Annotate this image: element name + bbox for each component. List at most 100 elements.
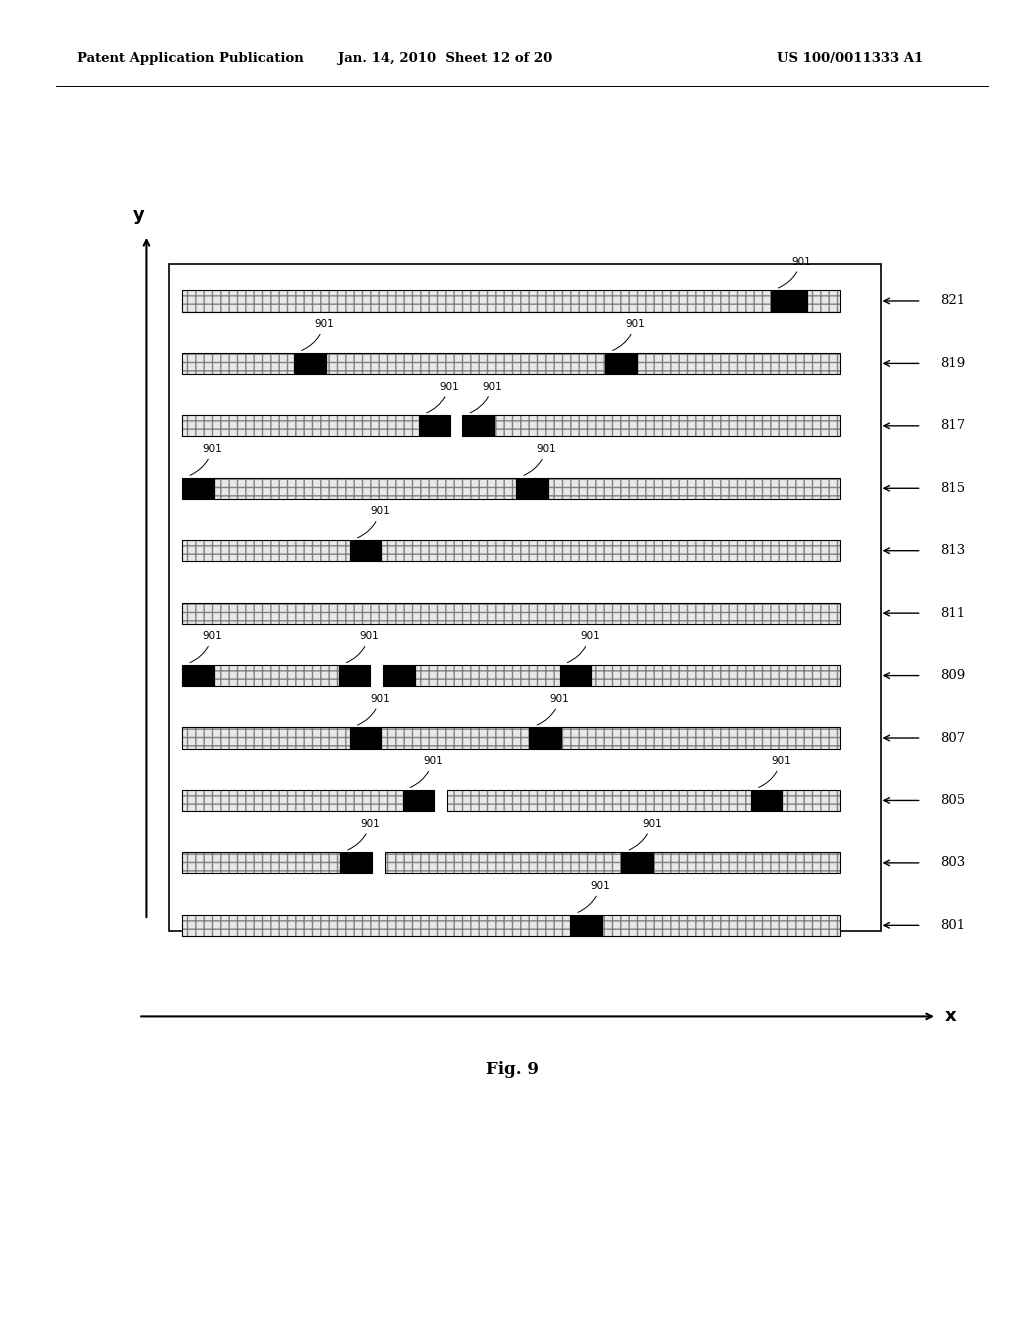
Text: 901: 901 [470,381,503,413]
Bar [182,290,771,312]
Bar [383,665,415,686]
Text: 811: 811 [940,607,966,619]
Bar [182,602,840,623]
Bar [182,727,350,748]
Text: 819: 819 [940,356,966,370]
Text: Jan. 14, 2010  Sheet 12 of 20: Jan. 14, 2010 Sheet 12 of 20 [338,51,553,65]
Bar [182,915,570,936]
Bar [182,727,350,748]
Bar [382,540,840,561]
Bar [415,665,560,686]
Text: 813: 813 [940,544,966,557]
Bar [214,478,516,499]
Bar [561,727,840,748]
Bar [419,416,451,437]
Bar [807,290,840,312]
Text: 901: 901 [346,631,379,663]
Bar [182,915,570,936]
Bar [182,416,419,437]
Bar [182,602,840,623]
Text: 901: 901 [629,818,662,850]
Bar [462,416,494,437]
Bar [447,789,751,810]
Bar [350,727,382,748]
Text: 807: 807 [940,731,966,744]
Text: 901: 901 [348,818,380,850]
Bar [591,665,840,686]
Bar [653,853,840,874]
Text: 901: 901 [567,631,600,663]
Bar [447,789,751,810]
Bar [169,264,881,931]
Bar [494,416,840,437]
Bar [214,478,516,499]
Bar [807,290,840,312]
Text: US 100/0011333 A1: US 100/0011333 A1 [777,51,923,65]
Bar [807,290,840,312]
Text: y: y [132,206,144,224]
Bar [182,352,294,374]
Text: 901: 901 [411,756,442,788]
Bar [182,540,350,561]
Text: 821: 821 [940,294,966,308]
Text: Patent Application Publication: Patent Application Publication [77,51,303,65]
Bar [339,665,371,686]
Bar [382,540,840,561]
Bar [182,789,402,810]
Bar [385,853,622,874]
Bar [782,789,840,810]
Bar [561,727,840,748]
Bar [561,727,840,748]
Bar [653,853,840,874]
Bar [382,540,840,561]
Bar [182,416,419,437]
Bar [548,478,840,499]
Text: 901: 901 [778,256,811,288]
Text: 801: 801 [940,919,966,932]
Bar [182,290,771,312]
Bar [182,478,214,499]
Bar [182,789,402,810]
Text: 901: 901 [357,507,390,537]
Bar [591,665,840,686]
Text: x: x [945,1007,956,1026]
Bar [182,853,340,874]
Bar [494,416,840,437]
Bar [605,352,637,374]
Text: 803: 803 [940,857,966,870]
Bar [516,478,548,499]
Bar [182,290,771,312]
Text: Fig. 9: Fig. 9 [485,1061,539,1077]
Bar [570,915,602,936]
Bar [415,665,560,686]
Text: 815: 815 [940,482,966,495]
Text: 901: 901 [759,756,792,788]
Bar [751,789,782,810]
Bar [622,853,653,874]
Bar [182,602,840,623]
Text: 901: 901 [537,694,569,725]
Bar [214,478,516,499]
Bar [385,853,622,874]
Bar [602,915,840,936]
Bar [182,352,294,374]
Bar [591,665,840,686]
Bar [402,789,434,810]
Text: 805: 805 [940,793,966,807]
Bar [382,727,529,748]
Bar [782,789,840,810]
Bar [182,915,570,936]
Bar [602,915,840,936]
Text: 901: 901 [190,444,222,475]
Bar [326,352,605,374]
Bar [326,352,605,374]
Bar [447,789,751,810]
Text: 901: 901 [302,319,334,350]
Text: 901: 901 [612,319,645,350]
Bar [182,727,350,748]
Bar [494,416,840,437]
Bar [182,416,419,437]
Bar [637,352,840,374]
Text: 901: 901 [524,444,556,475]
Bar [548,478,840,499]
